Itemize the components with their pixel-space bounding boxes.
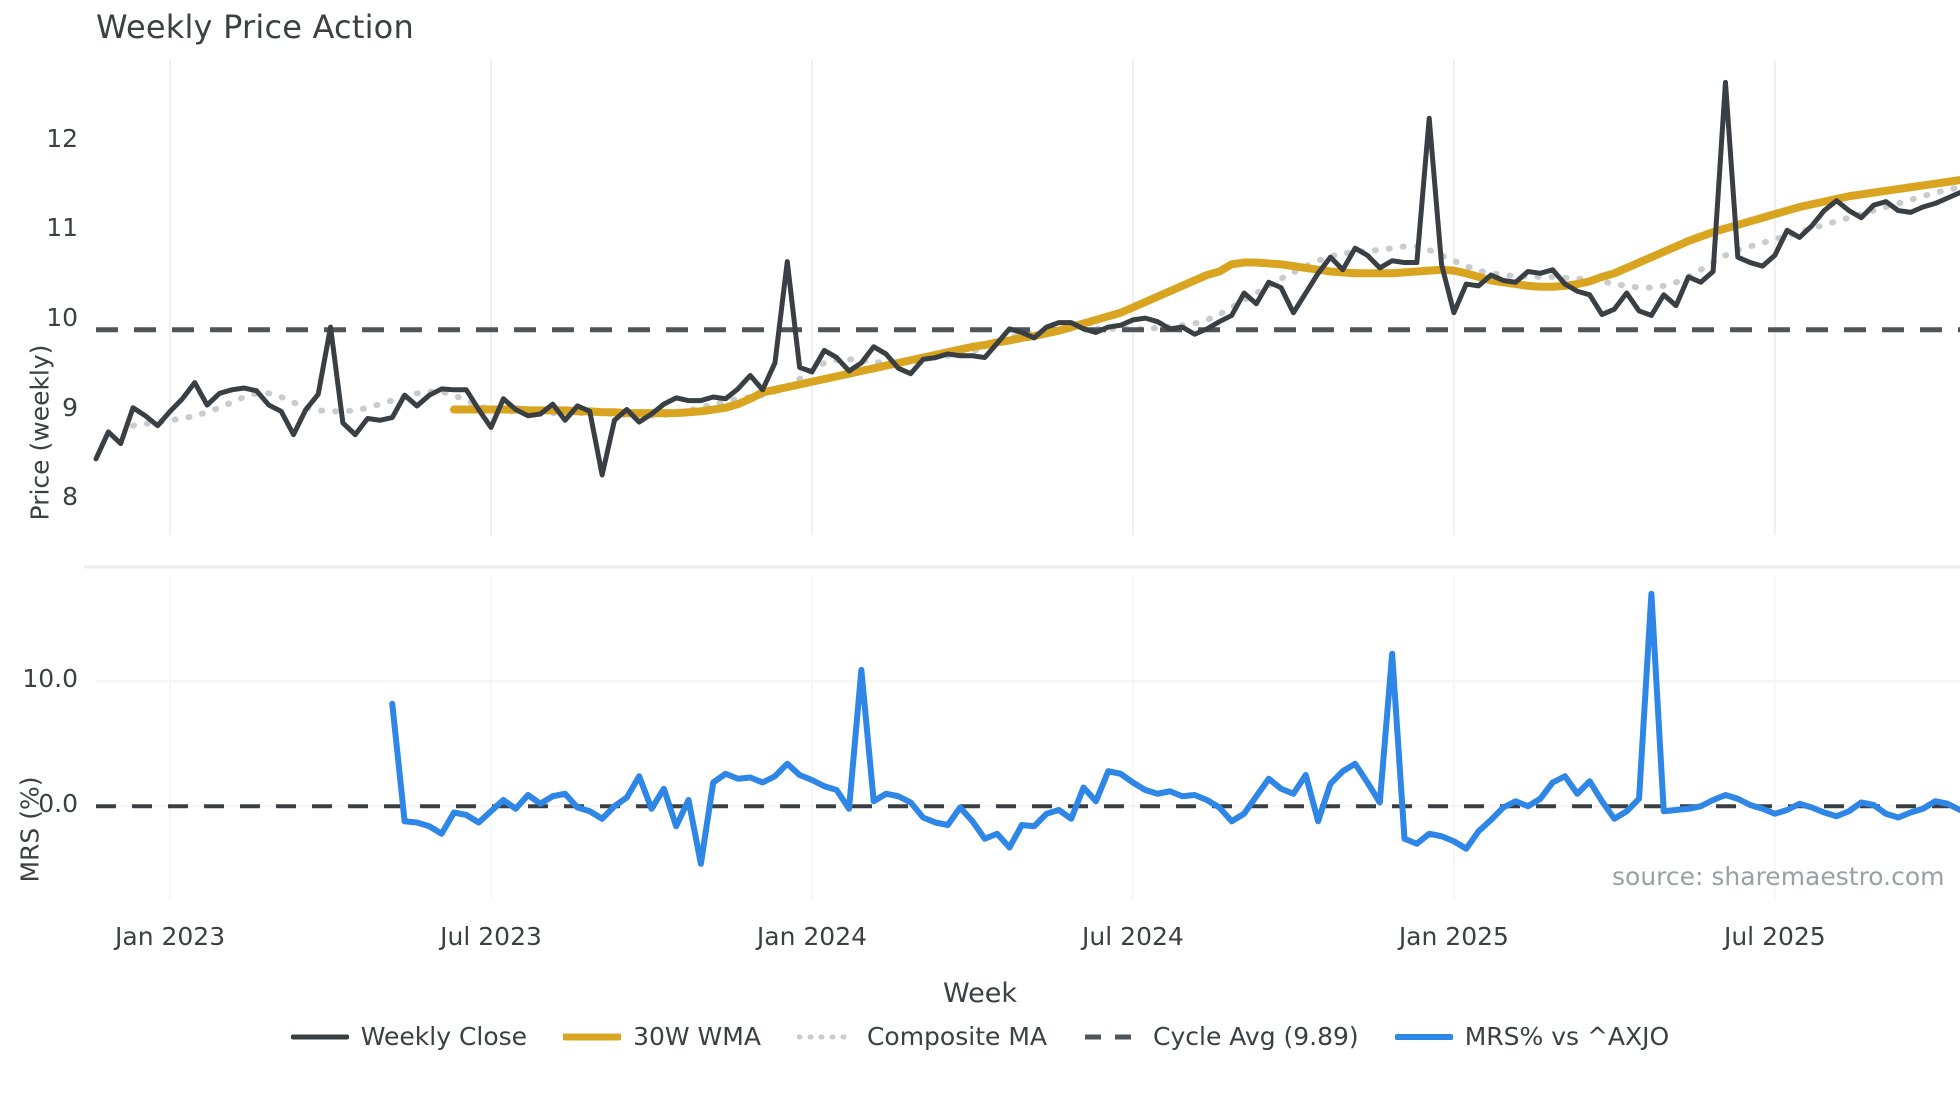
x-tick: Jul 2023 bbox=[440, 922, 542, 951]
series-weekly-close bbox=[93, 79, 1960, 478]
page-title: Weekly Price Action bbox=[96, 8, 414, 46]
x-tick: Jan 2025 bbox=[1398, 922, 1509, 951]
mrs-y-tick: 10.0 bbox=[22, 664, 78, 694]
legend-swatch-icon bbox=[796, 1034, 855, 1039]
chart-legend: Weekly Close 30W WMA Composite MA Cycle Avg… bbox=[0, 1022, 1960, 1051]
series-30w-wma bbox=[449, 176, 1960, 418]
mrs-axis-label: MRS (%) bbox=[15, 776, 45, 883]
legend-label: Composite MA bbox=[866, 1022, 1047, 1051]
legend-label: MRS% vs ^AXJO bbox=[1464, 1022, 1670, 1051]
price-y-tick: 10 bbox=[46, 302, 78, 332]
price-y-tick: 9 bbox=[62, 392, 78, 422]
source-watermark: source: sharemaestro.com bbox=[1612, 862, 1945, 891]
series-mrs bbox=[389, 590, 1960, 867]
mrs-y-tick: 0.0 bbox=[38, 789, 78, 819]
price-y-tick: 8 bbox=[62, 482, 78, 512]
price-y-tick: 12 bbox=[46, 123, 78, 153]
legend-swatch-icon bbox=[1394, 1033, 1453, 1040]
legend-swatch-icon bbox=[1085, 1034, 1139, 1039]
legend-label: Cycle Avg (9.89) bbox=[1153, 1022, 1359, 1051]
legend-swatch-icon bbox=[563, 1033, 622, 1040]
series-composite-ma bbox=[130, 184, 1960, 429]
x-tick: Jan 2024 bbox=[756, 922, 868, 951]
x-tick: Jan 2023 bbox=[115, 922, 226, 951]
x-tick: Jul 2024 bbox=[1082, 922, 1184, 951]
legend-item-1[interactable]: 30W WMA bbox=[563, 1022, 761, 1051]
x-tick: Jul 2025 bbox=[1723, 922, 1826, 951]
price-y-tick: 11 bbox=[46, 213, 78, 243]
legend-label: Weekly Close bbox=[360, 1022, 528, 1051]
legend-item-0[interactable]: Weekly Close bbox=[290, 1022, 528, 1051]
legend-swatch-icon bbox=[290, 1034, 349, 1039]
legend-item-4[interactable]: MRS% vs ^AXJO bbox=[1394, 1022, 1670, 1051]
legend-label: 30W WMA bbox=[633, 1022, 761, 1051]
legend-item-2[interactable]: Composite MA bbox=[796, 1022, 1047, 1051]
x-axis-label: Week bbox=[943, 978, 1017, 1009]
legend-item-3[interactable]: Cycle Avg (9.89) bbox=[1083, 1022, 1359, 1051]
